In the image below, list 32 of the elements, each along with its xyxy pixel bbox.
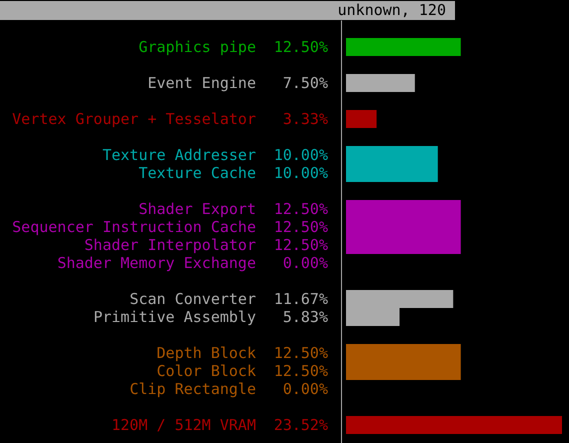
y-tick-label: Shader Export bbox=[138, 200, 256, 218]
y-tick-label: Color Block bbox=[156, 362, 256, 380]
y-tick-label: Texture Cache bbox=[138, 164, 256, 182]
data-label: 12.50% bbox=[274, 362, 328, 380]
y-tick-label: Event Engine bbox=[148, 74, 256, 92]
y-tick-label: Sequencer Instruction Cache bbox=[12, 218, 256, 236]
data-label: 11.67% bbox=[274, 290, 328, 308]
data-label: 12.50% bbox=[274, 38, 328, 56]
data-label: 0.00% bbox=[282, 254, 328, 272]
data-label: 12.50% bbox=[274, 236, 328, 254]
data-label: 5.83% bbox=[282, 308, 328, 326]
data-label: 10.00% bbox=[274, 164, 328, 182]
y-tick-label: Texture Addresser bbox=[102, 146, 256, 164]
chart-title: unknown, 120 bbox=[338, 1, 446, 19]
title-bar: unknown, 120 bbox=[0, 1, 455, 20]
data-label: 12.50% bbox=[274, 344, 328, 362]
y-tick-label: Shader Interpolator bbox=[84, 236, 256, 254]
data-label: 12.50% bbox=[274, 218, 328, 236]
y-tick-label: Vertex Grouper + Tesselator bbox=[12, 110, 256, 128]
data-label: 0.00% bbox=[282, 380, 328, 398]
data-label: 10.00% bbox=[274, 146, 328, 164]
y-tick-label: Clip Rectangle bbox=[130, 380, 256, 398]
y-tick-label: 120M / 512M VRAM bbox=[112, 416, 256, 434]
y-tick-label: Graphics pipe bbox=[138, 38, 256, 56]
data-label: 23.52% bbox=[274, 416, 328, 434]
y-tick-label: Primitive Assembly bbox=[93, 308, 256, 326]
data-label: 3.33% bbox=[282, 110, 328, 128]
y-tick-label: Depth Block bbox=[156, 344, 256, 362]
data-label: 12.50% bbox=[274, 200, 328, 218]
y-tick-label: Shader Memory Exchange bbox=[57, 254, 256, 272]
data-label: 7.50% bbox=[282, 74, 328, 92]
y-tick-label: Scan Converter bbox=[130, 290, 256, 308]
